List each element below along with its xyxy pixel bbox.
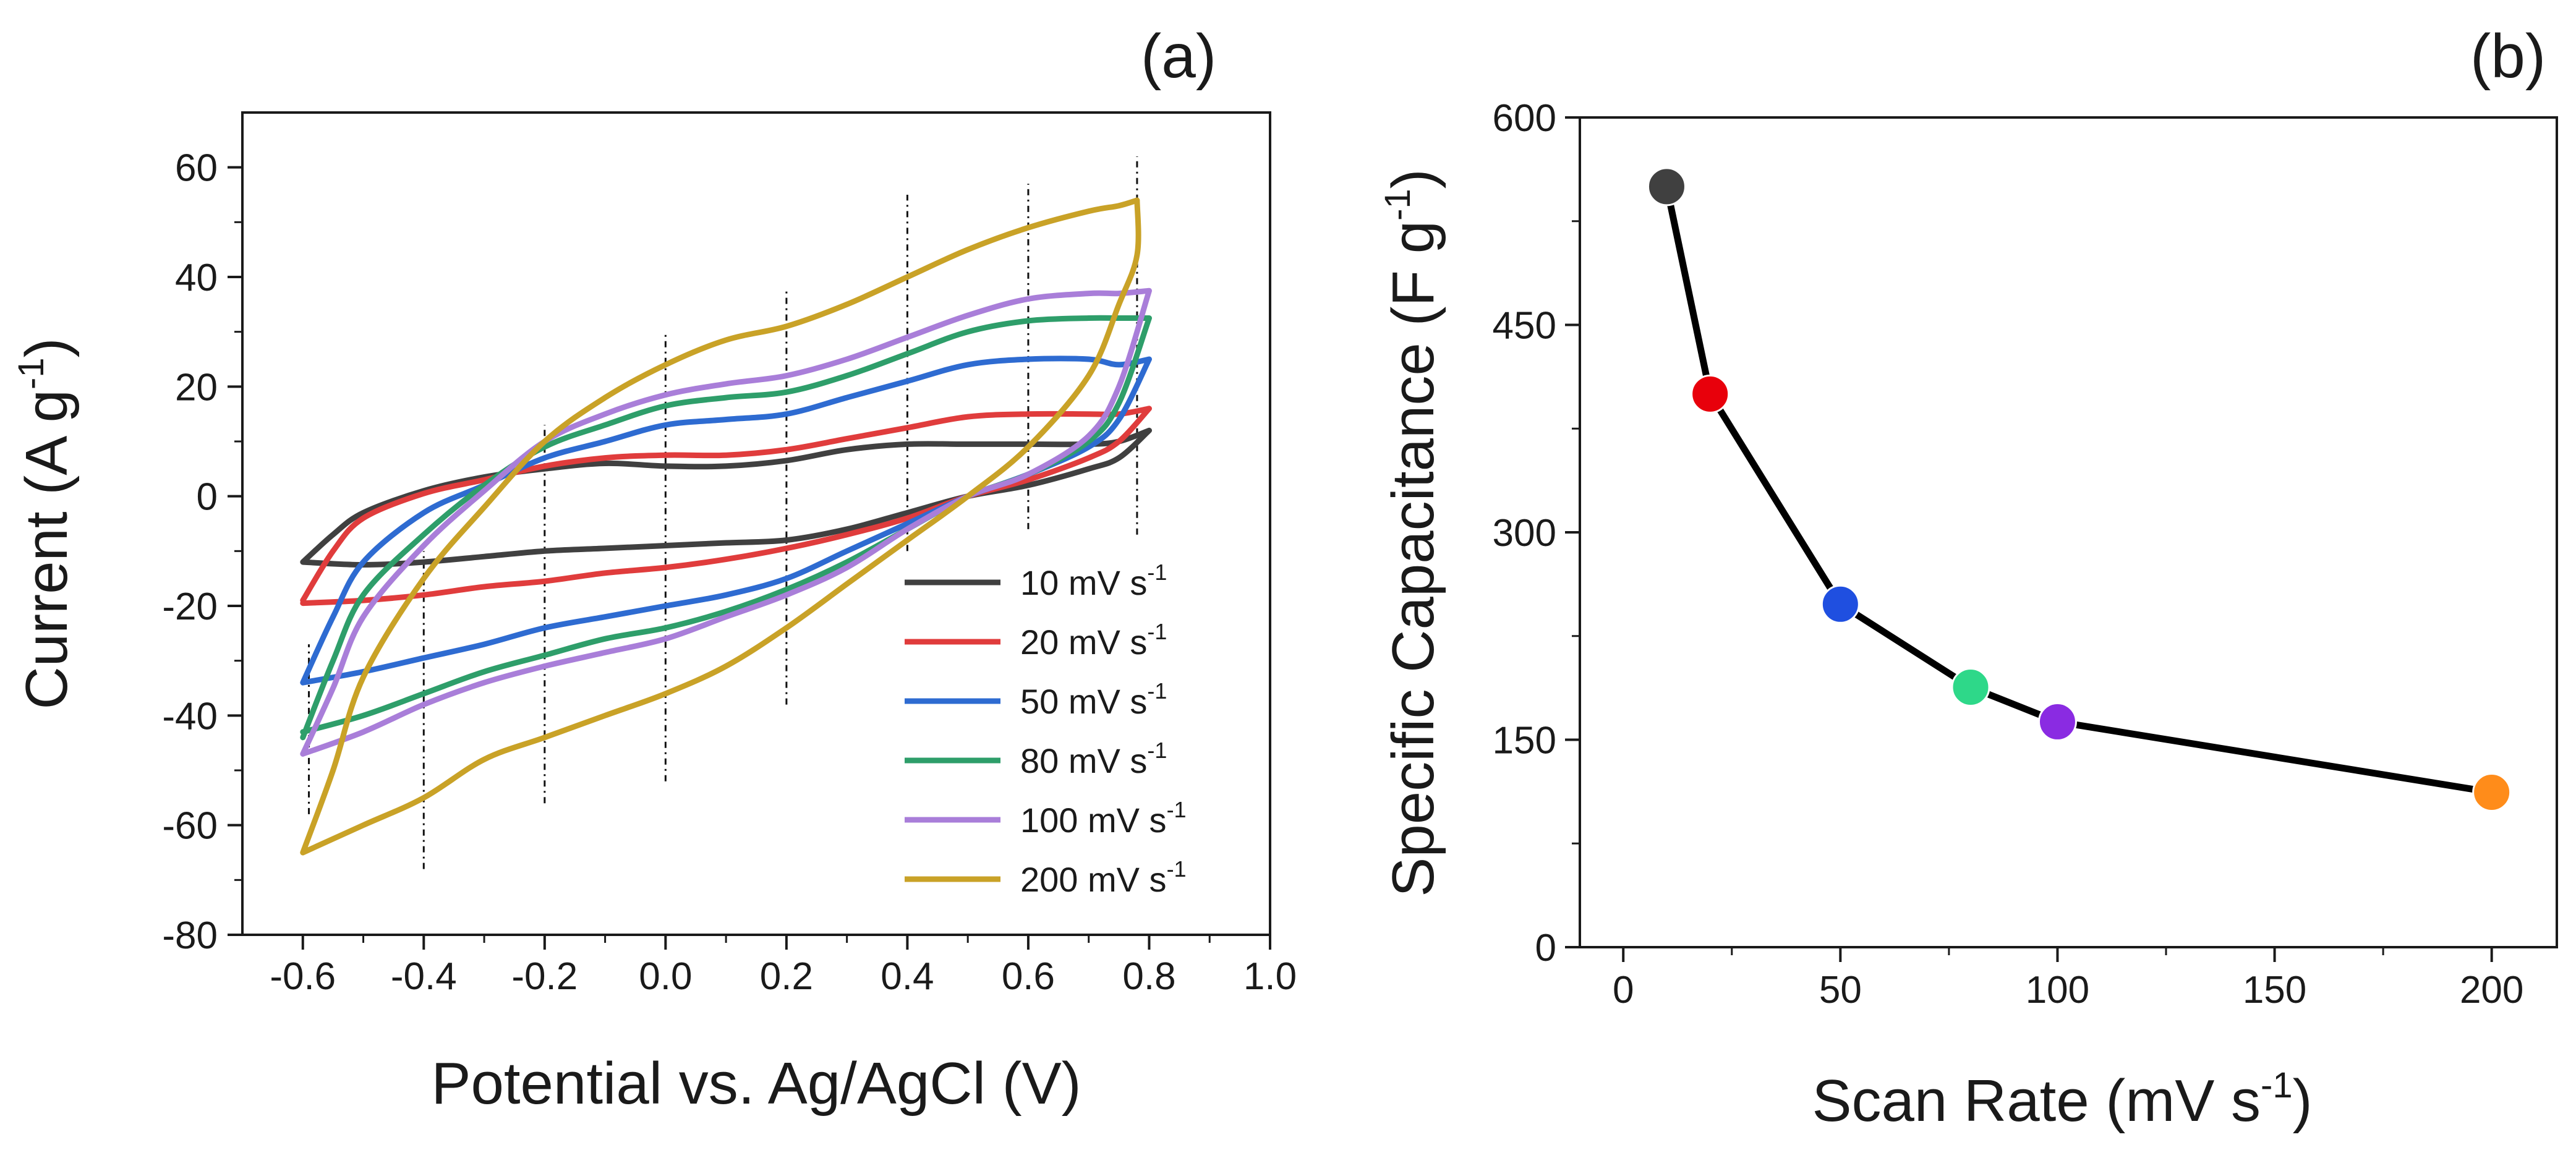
legend-label-3: 80 mV s-1 (1020, 738, 1167, 780)
legend-label-0: 10 mV s-1 (1020, 560, 1167, 602)
x-tick-label-b-4: 200 (2460, 969, 2523, 1011)
data-point-3 (1951, 668, 1990, 707)
legend-label-5: 200 mV s-1 (1020, 856, 1187, 899)
x-tick-label-b-0: 0 (1613, 969, 1634, 1011)
axis-ticks-a: -0.6 -0.4 -0.2 0.0 0.2 0.4 0.6 0.8 1.0 -80 -60 -40 -… (162, 147, 1297, 998)
cv-curves (300, 197, 1152, 856)
y-tick-label-b-1: 150 (1493, 720, 1556, 762)
x-tick-label-a-2: -0.2 (511, 955, 578, 998)
y-tick-label-b-0: 0 (1535, 927, 1556, 969)
legend-label-2: 50 mV s-1 (1020, 678, 1167, 721)
capacitance-series (1647, 167, 2512, 812)
x-tick-label-a-5: 0.4 (881, 955, 934, 998)
y-tick-label-b-2: 300 (1493, 512, 1556, 555)
y-tick-label-a-3: -20 (162, 585, 218, 628)
x-tick-label-a-6: 0.6 (1002, 955, 1055, 998)
y-tick-label-a-5: 20 (175, 366, 218, 409)
data-point-1 (1691, 374, 1730, 414)
cv-curve-5 (300, 197, 1141, 856)
capacitance-line (1663, 185, 2493, 796)
y-tick-label-a-0: -80 (162, 914, 218, 957)
y-tick-label-a-6: 40 (175, 257, 218, 299)
x-tick-label-a-4: 0.2 (760, 955, 813, 998)
legend: 10 mV s-1 20 mV s-1 50 mV s-1 80 mV s-1 100 … (905, 560, 1187, 899)
y-tick-label-a-2: -40 (162, 695, 218, 738)
data-point-5 (2472, 772, 2512, 812)
x-tick-label-a-7: 0.8 (1122, 955, 1175, 998)
cv-curve-0 (300, 427, 1152, 568)
y-tick-label-b-4: 600 (1493, 97, 1556, 140)
legend-label-1: 20 mV s-1 (1020, 619, 1167, 662)
x-axis-title-a: Potential vs. Ag/AgCl (V) (431, 1050, 1081, 1117)
x-tick-label-a-0: -0.6 (270, 955, 336, 998)
x-tick-label-a-8: 1.0 (1243, 955, 1297, 998)
plot-frame-a (241, 111, 1271, 936)
x-tick-label-a-3: 0.0 (639, 955, 692, 998)
data-point-2 (1820, 584, 1860, 624)
data-point-0 (1647, 167, 1686, 206)
x-tick-label-a-1: -0.4 (391, 955, 457, 998)
y-axis-title-a: Current (A g-1) (11, 338, 80, 709)
y-tick-label-a-7: 60 (175, 147, 218, 190)
y-tick-label-a-4: 0 (197, 476, 218, 519)
y-tick-label-a-1: -60 (162, 805, 218, 848)
panel-b-capacitance: (b) 0 50 100 150 200 0 150 300 450 600 Scan Rate … (1378, 22, 2558, 1134)
x-tick-label-b-3: 150 (2243, 969, 2306, 1011)
y-tick-label-b-3: 450 (1493, 305, 1556, 347)
x-tick-label-b-2: 100 (2026, 969, 2089, 1011)
panel-a-label: (a) (1141, 22, 1216, 91)
data-point-4 (2037, 702, 2077, 741)
cv-curve-1 (300, 406, 1152, 607)
y-axis-title-b: Specific Capacitance (F g-1) (1378, 169, 1446, 896)
x-axis-title-b: Scan Rate (mV s-1) (1812, 1065, 2312, 1134)
legend-label-4: 100 mV s-1 (1020, 797, 1187, 840)
panel-b-label: (b) (2470, 22, 2546, 91)
x-tick-label-b-1: 50 (1819, 969, 1862, 1011)
panel-a-cv-curves: (a) -0.6 -0.4 -0.2 0.0 0.2 0.4 0.6 0.8 1.0 -80 -60… (11, 22, 1297, 1117)
axis-ticks-b: 0 50 100 150 200 0 150 300 450 600 (1493, 97, 2524, 1011)
